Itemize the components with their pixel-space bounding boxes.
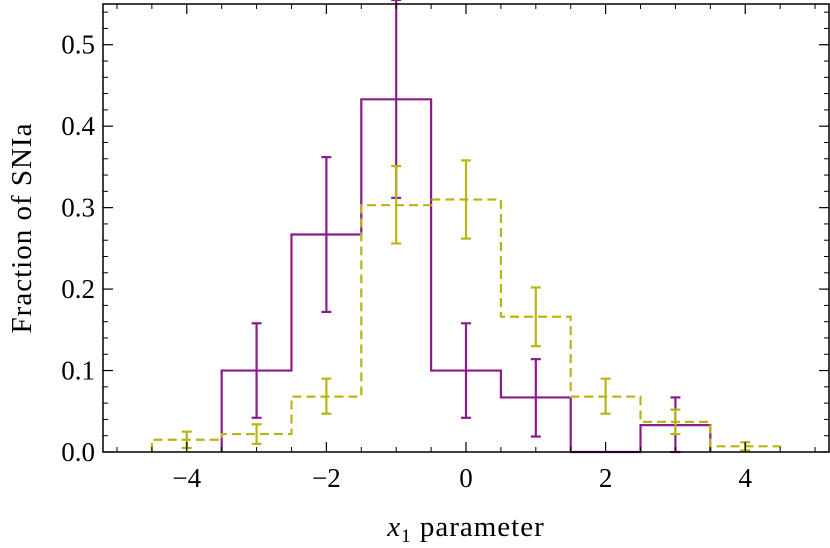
error-bar bbox=[321, 377, 332, 415]
error-bar bbox=[391, 164, 402, 245]
x-axis-sub: 1 bbox=[401, 526, 412, 547]
x-tick-label: 4 bbox=[738, 463, 752, 493]
y-tick-label: 0.5 bbox=[61, 30, 95, 60]
y-tick-label: 0.2 bbox=[61, 274, 95, 304]
x-axis-title: x1 parameter bbox=[386, 511, 545, 547]
x-axis-var: x bbox=[386, 511, 401, 543]
series-layer bbox=[150, 0, 782, 454]
y-axis-title: Fraction of SNIa bbox=[6, 123, 38, 334]
x-tick-label: 2 bbox=[599, 463, 613, 493]
error-bar bbox=[251, 322, 262, 419]
error-bar bbox=[530, 286, 541, 348]
y-tick-label: 0.0 bbox=[61, 437, 95, 467]
series-0 bbox=[220, 0, 712, 454]
error-bar bbox=[670, 408, 681, 436]
tick-layer bbox=[103, 4, 829, 453]
error-bar bbox=[461, 159, 471, 240]
x-tick-label: −4 bbox=[172, 463, 201, 493]
y-tick-label: 0.4 bbox=[61, 111, 95, 141]
y-tick-label: 0.1 bbox=[61, 356, 95, 386]
error-bar bbox=[321, 156, 332, 313]
x-axis-rest: parameter bbox=[412, 511, 545, 543]
error-bar bbox=[530, 358, 541, 438]
error-bar bbox=[461, 322, 471, 419]
x-tick-label: 0 bbox=[459, 463, 473, 493]
y-tick-label: 0.3 bbox=[61, 193, 95, 223]
x-tick-label: −2 bbox=[312, 463, 341, 493]
error-bar bbox=[600, 377, 611, 415]
label-layer: −4 −2 0 2 4 0.0 0.1 0.2 0.3 0.4 0.5 bbox=[61, 30, 752, 493]
series-1 bbox=[150, 159, 782, 452]
error-bar bbox=[251, 423, 262, 445]
